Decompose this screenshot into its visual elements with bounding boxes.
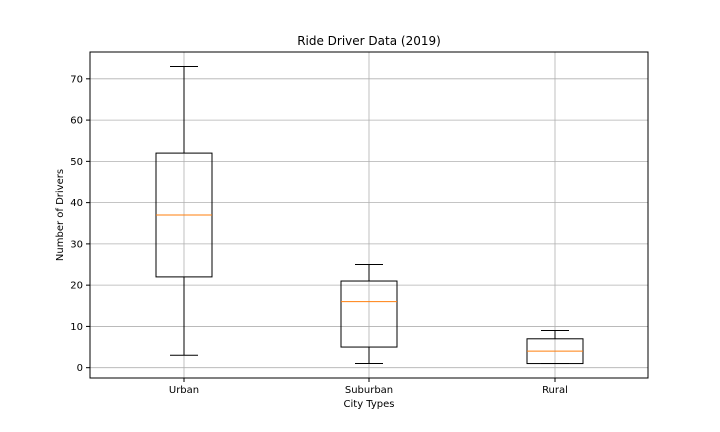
axis-ticks: 0 10 20 30 40 50 60 70 Urban Suburban Rural bbox=[70, 74, 568, 396]
y-tick-label: 70 bbox=[70, 74, 83, 85]
x-axis-label: City Types bbox=[344, 399, 395, 410]
y-tick-label: 10 bbox=[70, 322, 83, 333]
grid-lines bbox=[90, 52, 648, 378]
box-iqr bbox=[340, 280, 398, 348]
box-series bbox=[155, 65, 584, 365]
chart-title: Ride Driver Data (2019) bbox=[297, 34, 441, 48]
box-rural bbox=[526, 330, 584, 365]
x-tick-label: Rural bbox=[542, 385, 568, 396]
y-axis-label: Number of Drivers bbox=[55, 169, 66, 261]
x-tick-label: Suburban bbox=[345, 385, 393, 396]
box-urban bbox=[155, 65, 213, 356]
y-tick-label: 0 bbox=[77, 363, 83, 374]
y-tick-label: 20 bbox=[70, 281, 83, 292]
y-tick-label: 40 bbox=[70, 198, 83, 209]
box-suburban bbox=[340, 264, 398, 365]
y-tick-label: 30 bbox=[70, 239, 83, 250]
x-tick-label: Urban bbox=[169, 385, 199, 396]
y-tick-label: 60 bbox=[70, 116, 83, 127]
y-tick-label: 50 bbox=[70, 157, 83, 168]
